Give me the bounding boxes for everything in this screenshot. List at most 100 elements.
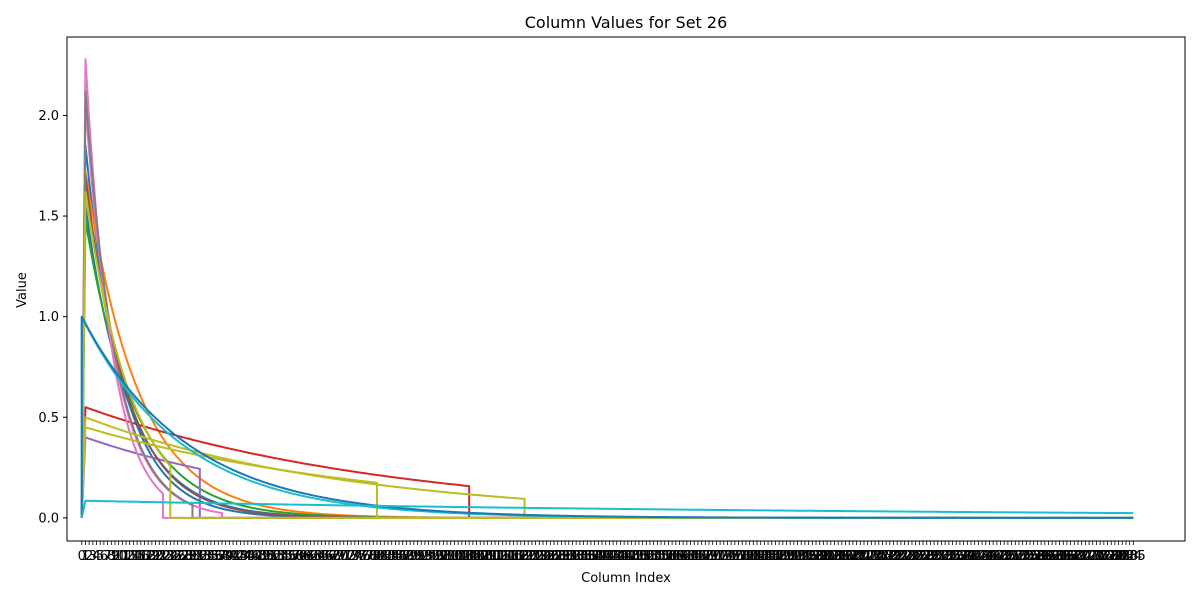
x-tick-label: 154 — [638, 549, 663, 564]
x-tick-label: 79 — [365, 549, 382, 564]
x-tick-label: 128 — [542, 549, 567, 564]
x-tick-label: 57 — [284, 549, 301, 564]
x-tick-label: 15 — [129, 549, 146, 564]
x-tick-label: 244 — [970, 549, 995, 564]
x-tick-label: 142 — [593, 549, 618, 564]
x-tick-label: 9 — [111, 549, 119, 564]
x-tick-label: 104 — [453, 549, 478, 564]
x-tick-label: 149 — [619, 549, 644, 564]
x-tick-label: 274 — [1080, 549, 1105, 564]
x-tick-label: 175 — [715, 549, 740, 564]
x-tick-label: 119 — [508, 549, 533, 564]
x-tick-label: 249 — [988, 549, 1013, 564]
x-tick-label: 167 — [686, 549, 711, 564]
y-tick-label: 2.0 — [38, 109, 59, 124]
x-tick-label: 186 — [756, 549, 781, 564]
x-tick-label: 203 — [818, 549, 843, 564]
x-tick-label: 151 — [627, 549, 652, 564]
x-tick-label: 40 — [221, 549, 238, 564]
x-tick-label: 271 — [1069, 549, 1094, 564]
x-tick-label: 276 — [1088, 549, 1113, 564]
x-tick-label: 134 — [564, 549, 589, 564]
x-tick-label: 105 — [457, 549, 482, 564]
x-tick-label: 280 — [1102, 549, 1127, 564]
series-line-4 — [80, 406, 1134, 519]
x-tick-label: 179 — [730, 549, 755, 564]
x-tick-label: 215 — [863, 549, 888, 564]
x-axis-title: Column Index — [581, 571, 671, 586]
x-tick-label: 160 — [660, 549, 685, 564]
x-tick-label: 197 — [796, 549, 821, 564]
x-tick-label: 88 — [398, 549, 415, 564]
x-tick-label: 256 — [1014, 549, 1039, 564]
y-axis-ticks: 0.0 0.5 1.0 1.5 2.0 — [38, 109, 67, 526]
x-tick-label: 255 — [1010, 549, 1035, 564]
x-tick-label: 50 — [258, 549, 275, 564]
x-tick-label: 169 — [693, 549, 718, 564]
x-tick-label: 268 — [1058, 549, 1083, 564]
x-tick-label: 199 — [804, 549, 829, 564]
x-tick-label: 89 — [402, 549, 419, 564]
x-tick-label: 170 — [697, 549, 722, 564]
x-tick-label: 264 — [1043, 549, 1068, 564]
x-tick-label: 35 — [203, 549, 220, 564]
x-tick-label: 236 — [940, 549, 965, 564]
x-tick-label: 190 — [770, 549, 795, 564]
x-tick-label: 260 — [1029, 549, 1054, 564]
x-tick-label: 94 — [420, 549, 437, 564]
x-tick-label: 78 — [361, 549, 378, 564]
series-line-15 — [80, 499, 1134, 519]
x-tick-label: 209 — [841, 549, 866, 564]
x-tick-label: 95 — [424, 549, 441, 564]
x-tick-label: 124 — [527, 549, 552, 564]
x-tick-label: 125 — [531, 549, 556, 564]
x-tick-label: 218 — [874, 549, 899, 564]
x-tick-label: 279 — [1099, 549, 1124, 564]
x-tick-label: 38 — [214, 549, 231, 564]
x-tick-label: 51 — [262, 549, 279, 564]
x-tick-label: 99 — [439, 549, 456, 564]
x-tick-label: 204 — [822, 549, 847, 564]
x-tick-label: 122 — [519, 549, 544, 564]
x-tick-label: 230 — [918, 549, 943, 564]
x-tick-label: 21 — [151, 549, 168, 564]
x-tick-label: 181 — [737, 549, 762, 564]
x-tick-label: 228 — [911, 549, 936, 564]
x-tick-label: 62 — [302, 549, 319, 564]
x-tick-label: 117 — [501, 549, 526, 564]
x-tick-label: 10 — [110, 549, 127, 564]
x-tick-label: 34 — [199, 549, 216, 564]
x-tick-label: 44 — [236, 549, 253, 564]
x-tick-label: 2 — [85, 549, 93, 564]
x-tick-label: 202 — [815, 549, 840, 564]
x-tick-label: 148 — [615, 549, 640, 564]
x-tick-label: 174 — [711, 549, 736, 564]
x-tick-label: 112 — [483, 549, 508, 564]
x-tick-label: 158 — [652, 549, 677, 564]
x-tick-label: 58 — [287, 549, 304, 564]
x-tick-label: 266 — [1051, 549, 1076, 564]
x-tick-label: 14 — [125, 549, 142, 564]
x-tick-label: 75 — [350, 549, 367, 564]
x-tick-label: 252 — [999, 549, 1024, 564]
x-tick-label: 144 — [601, 549, 626, 564]
x-tick-label: 155 — [641, 549, 666, 564]
x-tick-label: 173 — [708, 549, 733, 564]
x-tick-label: 258 — [1021, 549, 1046, 564]
x-tick-label: 60 — [295, 549, 312, 564]
x-tick-label: 180 — [734, 549, 759, 564]
x-tick-label: 77 — [358, 549, 375, 564]
x-tick-label: 227 — [907, 549, 932, 564]
x-tick-label: 1 — [81, 549, 89, 564]
x-tick-label: 107 — [464, 549, 489, 564]
x-tick-label: 4 — [92, 549, 100, 564]
x-tick-label: 225 — [900, 549, 925, 564]
x-tick-label: 246 — [977, 549, 1002, 564]
x-tick-label: 234 — [933, 549, 958, 564]
x-tick-label: 3 — [89, 549, 97, 564]
x-tick-label: 42 — [228, 549, 245, 564]
x-tick-label: 102 — [446, 549, 471, 564]
x-tick-label: 24 — [162, 549, 179, 564]
x-tick-label: 212 — [852, 549, 877, 564]
x-tick-label: 265 — [1047, 549, 1072, 564]
